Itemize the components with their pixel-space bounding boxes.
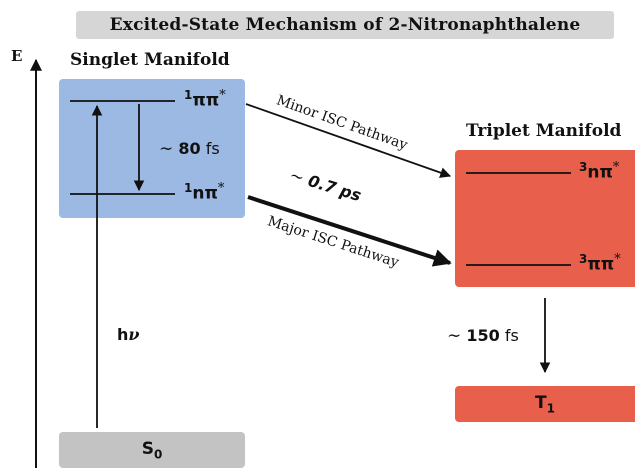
- singlet-ic-time-label: ∼ 80 fs: [159, 139, 220, 159]
- triplet-manifold-label: Triplet Manifold: [466, 121, 622, 141]
- diagram-title: Excited-State Mechanism of 2-Nitronaphth…: [76, 11, 614, 39]
- triplet-ic-time-label: ∼ 150 fs: [447, 326, 519, 346]
- triplet-lower-state-label: 3ππ*: [579, 252, 621, 275]
- singlet-lower-state-label: 1nπ*: [184, 181, 225, 204]
- singlet-manifold-label: Singlet Manifold: [70, 50, 230, 70]
- energy-axis-label: E: [11, 47, 23, 65]
- t1-state-box: T1: [455, 386, 635, 422]
- s0-state-box: S0: [59, 432, 245, 468]
- triplet-upper-state-label: 3nπ*: [579, 160, 620, 183]
- minor-isc-arrow: [245, 103, 452, 178]
- t1-state-label: T1: [535, 392, 555, 416]
- major-isc-arrow: [247, 195, 452, 267]
- singlet-upper-state-label: 1ππ*: [184, 88, 226, 111]
- excitation-label: hν: [117, 325, 140, 344]
- s0-state-label: S0: [141, 438, 163, 462]
